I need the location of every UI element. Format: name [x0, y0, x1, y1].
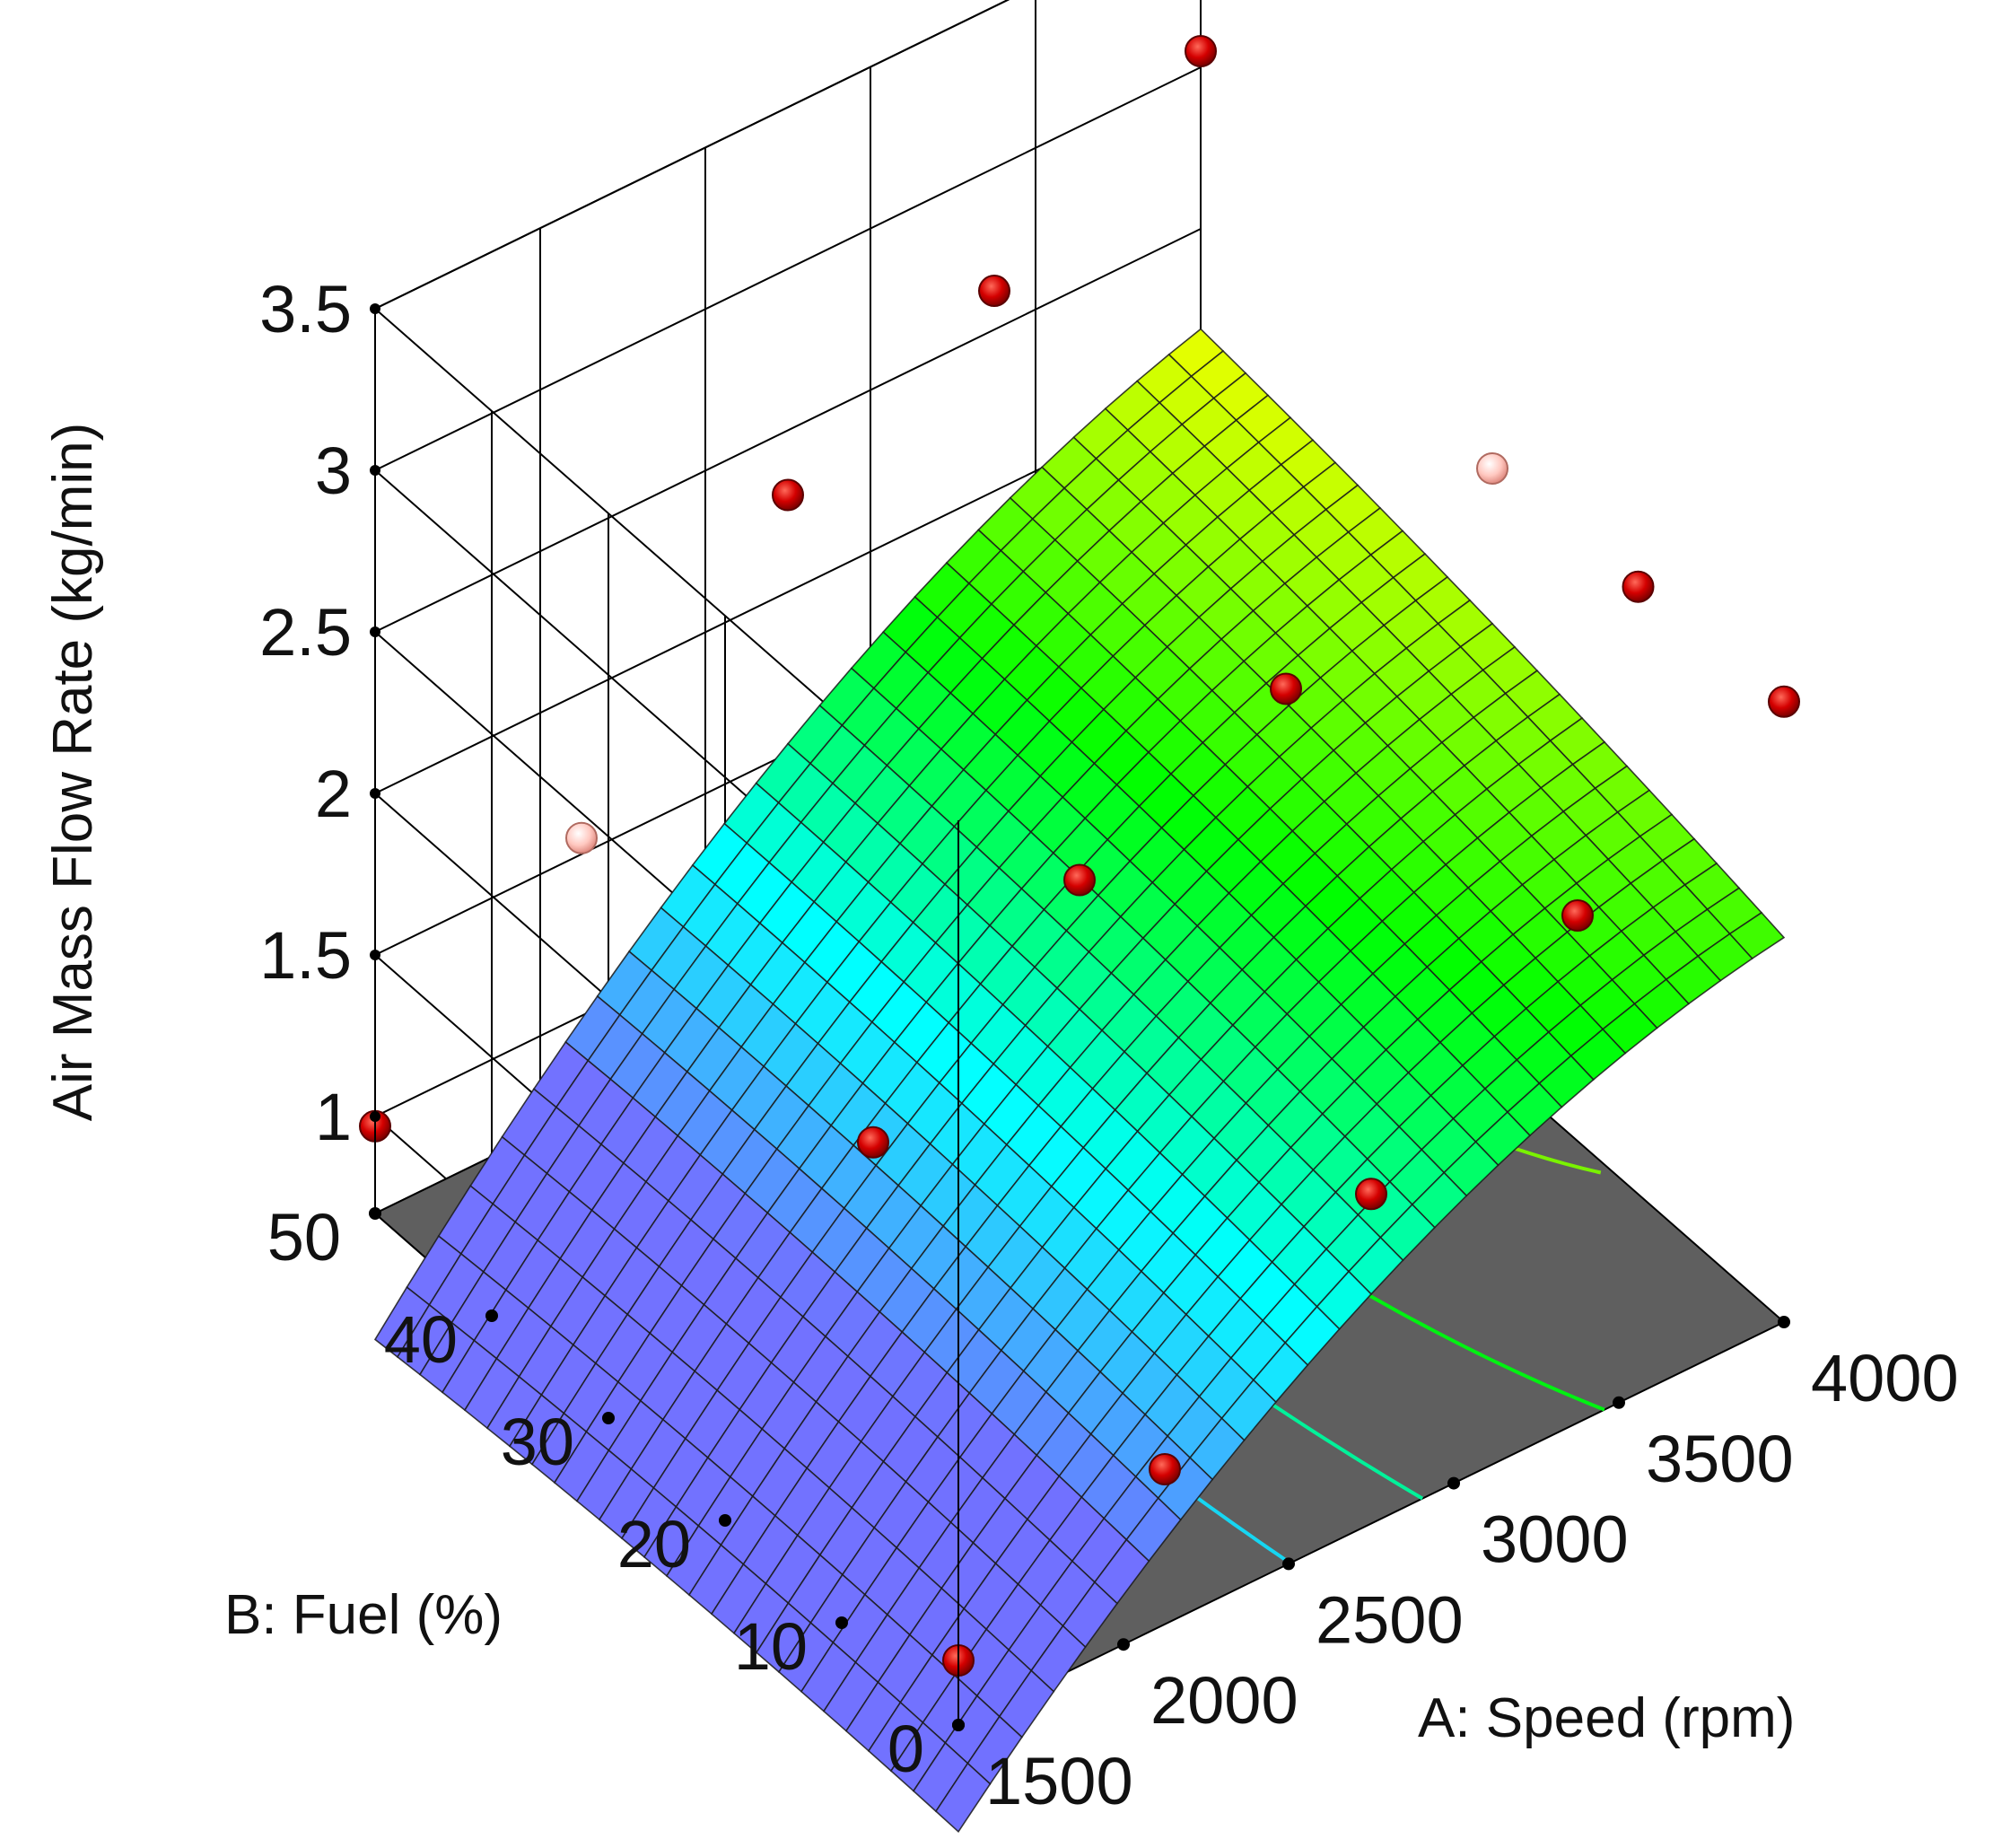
y-tick-label: 20 [617, 1507, 691, 1581]
x-tick-label: 2500 [1316, 1582, 1464, 1657]
x-tick [1613, 1396, 1625, 1409]
design-point [1185, 35, 1217, 67]
x-axis-title: A: Speed (rpm) [1418, 1687, 1795, 1749]
x-tick-label: 4000 [1811, 1341, 1959, 1415]
design-point [1622, 570, 1655, 603]
y-tick [602, 1412, 615, 1424]
y-tick-label: 0 [887, 1712, 924, 1786]
x-tick-label: 3000 [1481, 1502, 1629, 1577]
y-tick [369, 1207, 381, 1220]
z-tick [370, 788, 380, 799]
axes: 1 1.5 2 2.5 3 3.5 0 10 20 30 40 50 15002000250030003… [259, 272, 1959, 1818]
x-tick-label: 2000 [1150, 1663, 1298, 1738]
x-tick-label: 1500 [985, 1744, 1133, 1818]
z-tick [370, 1111, 380, 1122]
surface-facet [934, 1762, 992, 1834]
x-tick [1447, 1476, 1460, 1490]
z-tick-label: 3.5 [259, 272, 352, 346]
y-tick-label: 10 [734, 1609, 808, 1684]
design-point [1149, 1452, 1181, 1485]
z-tick-label: 2 [315, 757, 352, 831]
y-tick-label: 30 [501, 1405, 574, 1479]
design-point [1355, 1178, 1387, 1211]
x-tick [1282, 1557, 1295, 1571]
y-tick-label: 40 [384, 1302, 458, 1377]
z-tick-label: 3 [315, 434, 352, 508]
y-tick [835, 1616, 848, 1629]
design-points-above [359, 35, 1800, 1677]
y-axis-title: B: Fuel (%) [224, 1584, 503, 1646]
z-tick [370, 626, 380, 637]
x-tick [1117, 1638, 1130, 1651]
z-tick [370, 303, 380, 314]
design-point [978, 275, 1010, 308]
design-point [1270, 672, 1302, 705]
design-point [1476, 452, 1508, 485]
design-point [857, 1125, 889, 1159]
z-tick-label: 1 [315, 1080, 352, 1154]
z-tick [370, 950, 380, 960]
design-point [772, 478, 804, 512]
z-tick [370, 465, 380, 476]
design-point [1561, 899, 1594, 933]
design-point [1063, 863, 1096, 897]
response-surface [373, 328, 1786, 1834]
design-point [565, 821, 598, 854]
z-axis-title: Air Mass Flow Rate (kg/min) [42, 423, 104, 1122]
x-tick [952, 1719, 965, 1731]
z-tick-label: 1.5 [259, 918, 352, 993]
x-tick [1778, 1316, 1790, 1328]
z-tick-label: 2.5 [259, 595, 352, 670]
y-tick [719, 1514, 731, 1527]
design-point [1768, 685, 1800, 718]
y-tick [485, 1309, 498, 1322]
y-tick-label: 50 [267, 1200, 341, 1274]
x-tick-label: 3500 [1646, 1422, 1794, 1496]
